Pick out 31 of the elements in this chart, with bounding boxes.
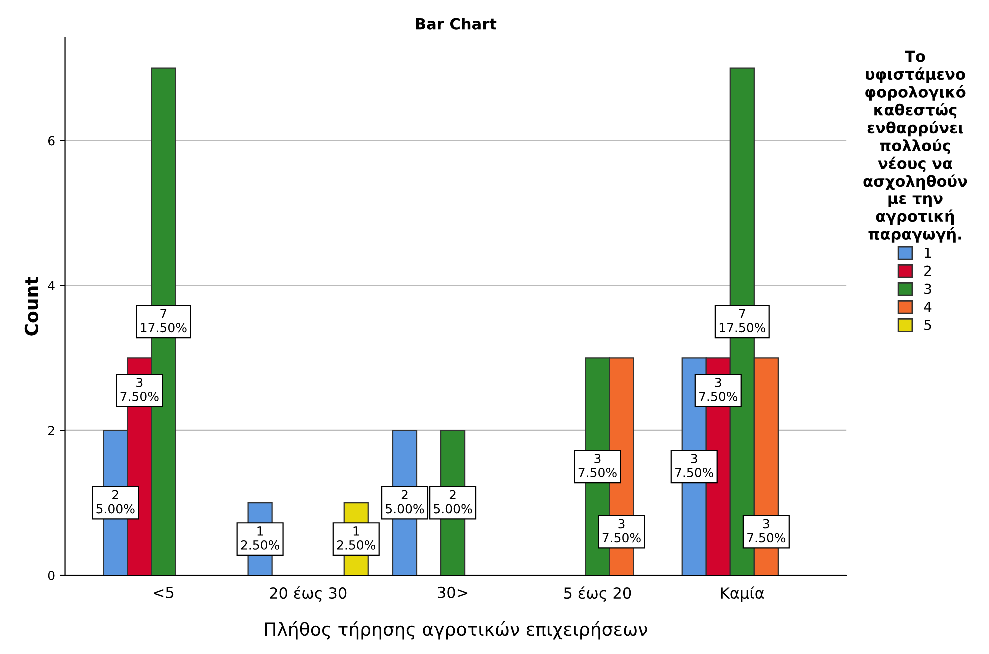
data-label: 1 2.50% <box>337 526 376 550</box>
x-tick-label: 5 έως 20 <box>564 586 632 602</box>
x-tick-label: Καμία <box>721 586 764 602</box>
data-label: 3 7.50% <box>120 378 159 402</box>
x-tick-label: 30> <box>438 586 468 598</box>
data-label: 7 17.50% <box>141 309 187 333</box>
data-label: 2 5.00% <box>96 490 135 514</box>
y-tick-label: 2 <box>48 426 54 436</box>
data-label: 3 7.50% <box>676 454 714 478</box>
data-label: 3 7.50% <box>602 519 641 543</box>
legend-label: 5 <box>924 320 932 330</box>
legend-label: 2 <box>924 266 932 276</box>
data-label: 3 7.50% <box>748 519 786 543</box>
y-axis-title: Count <box>24 277 39 336</box>
data-label: 3 7.50% <box>700 378 738 402</box>
y-tick-label: 0 <box>48 570 55 580</box>
y-tick-label: 4 <box>48 281 55 290</box>
data-label: 1 2.50% <box>241 526 280 550</box>
text: Το υφιστάμενο φορολογικό καθεστώς ενθαρρύνει πολλούς νέους να ασχοληθούν με την αγροτική παραγωγή. <box>864 50 968 243</box>
legend-label: 3 <box>924 284 932 294</box>
data-label: 2 5.00% <box>386 490 424 514</box>
data-label: 7 17.50% <box>720 309 766 333</box>
legend-label: 4 <box>924 302 932 312</box>
x-tick-label: <5 <box>154 587 174 598</box>
x-tick-label: 20 έως 30 <box>270 586 347 602</box>
chart-title: Bar Chart <box>416 18 497 30</box>
legend-label: 1 <box>925 248 932 258</box>
y-tick-label: 6 <box>48 136 55 146</box>
data-label: 2 5.00% <box>434 490 472 514</box>
x-axis-title: Πλήθος τήρησης αγροτικών επιχειρήσεων <box>265 622 648 640</box>
data-label: 3 7.50% <box>578 454 617 478</box>
